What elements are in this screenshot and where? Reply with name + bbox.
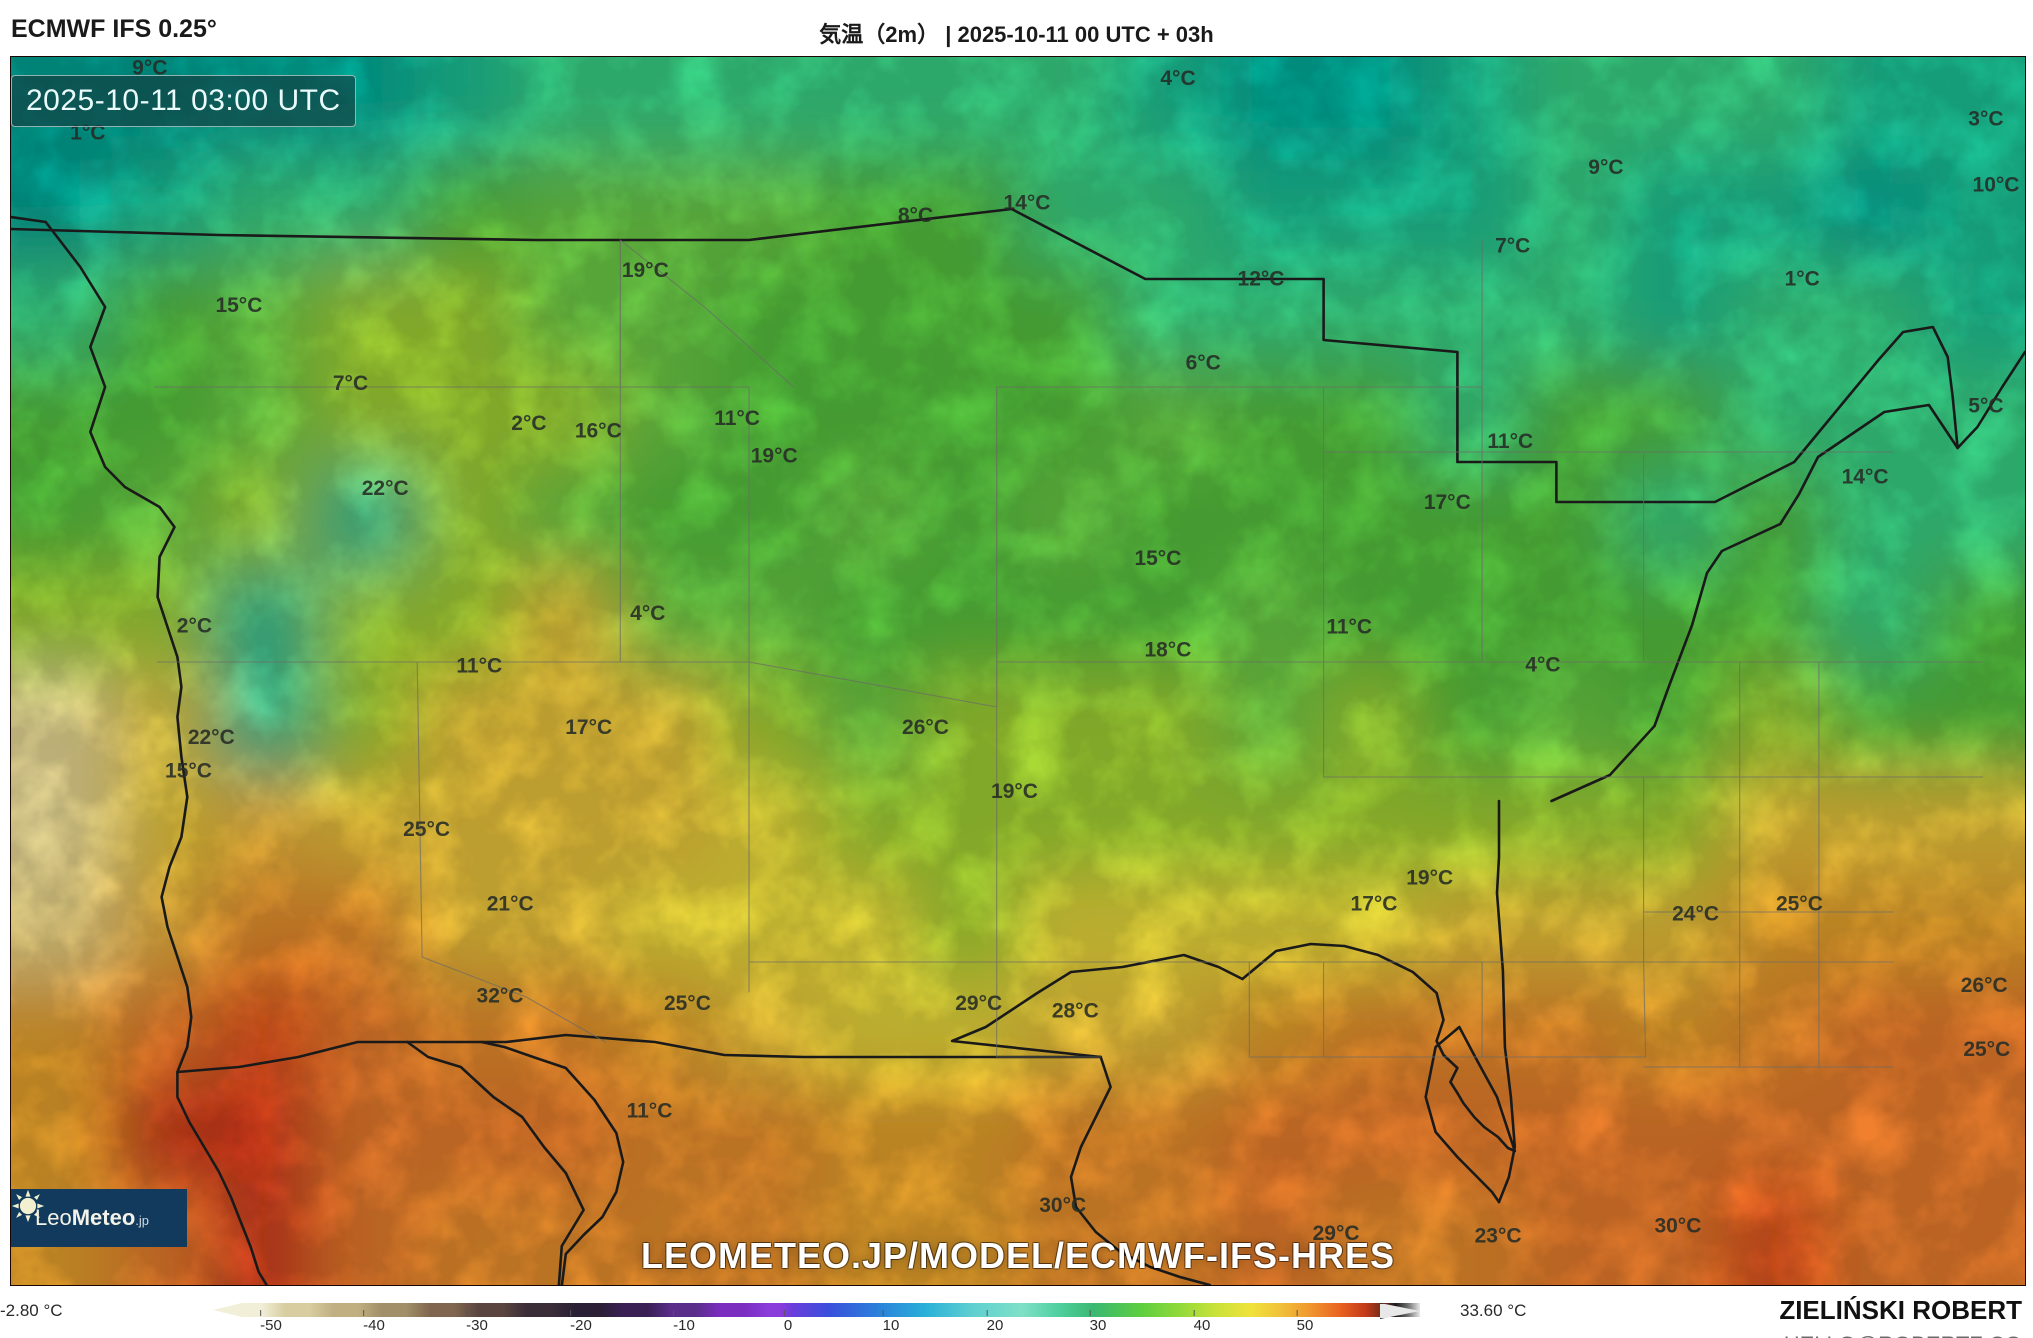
- svg-text:25°C: 25°C: [1776, 892, 1823, 915]
- svg-text:15°C: 15°C: [215, 294, 262, 317]
- svg-text:7°C: 7°C: [1495, 235, 1530, 258]
- svg-text:21°C: 21°C: [487, 892, 534, 915]
- svg-text:4°C: 4°C: [630, 602, 665, 625]
- svg-text:19°C: 19°C: [622, 259, 669, 282]
- svg-text:32°C: 32°C: [477, 984, 524, 1007]
- svg-text:22°C: 22°C: [362, 477, 409, 500]
- svg-text:30°C: 30°C: [1039, 1194, 1086, 1217]
- svg-text:18°C: 18°C: [1144, 638, 1191, 661]
- svg-text:8°C: 8°C: [898, 204, 933, 227]
- svg-text:12°C: 12°C: [1238, 268, 1285, 291]
- svg-text:16°C: 16°C: [575, 419, 622, 442]
- svg-text:11°C: 11°C: [714, 407, 760, 430]
- svg-text:11°C: 11°C: [627, 1099, 673, 1122]
- svg-text:14°C: 14°C: [1842, 466, 1889, 489]
- svg-text:11°C: 11°C: [1487, 430, 1533, 453]
- svg-text:11°C: 11°C: [456, 655, 502, 678]
- svg-text:19°C: 19°C: [1406, 867, 1453, 890]
- svg-text:19°C: 19°C: [991, 780, 1038, 803]
- svg-text:24°C: 24°C: [1672, 903, 1719, 926]
- svg-text:30°C: 30°C: [1654, 1214, 1701, 1237]
- svg-text:22°C: 22°C: [188, 726, 235, 749]
- svg-text:11°C: 11°C: [1326, 616, 1372, 639]
- svg-text:29°C: 29°C: [955, 992, 1002, 1015]
- svg-text:26°C: 26°C: [1961, 974, 2008, 997]
- svg-text:4°C: 4°C: [1160, 67, 1195, 90]
- svg-text:17°C: 17°C: [565, 716, 612, 739]
- svg-text:2°C: 2°C: [511, 412, 546, 435]
- svg-text:4°C: 4°C: [1525, 654, 1560, 677]
- svg-text:6°C: 6°C: [1186, 351, 1221, 374]
- svg-text:9°C: 9°C: [1588, 156, 1623, 179]
- svg-text:7°C: 7°C: [333, 372, 368, 395]
- svg-text:2°C: 2°C: [177, 614, 212, 637]
- svg-text:25°C: 25°C: [1963, 1038, 2010, 1061]
- svg-text:25°C: 25°C: [403, 818, 450, 841]
- svg-text:28°C: 28°C: [1052, 1000, 1099, 1023]
- svg-text:14°C: 14°C: [1004, 191, 1051, 214]
- svg-text:19°C: 19°C: [751, 444, 798, 467]
- svg-text:10°C: 10°C: [1973, 174, 2020, 197]
- svg-text:25°C: 25°C: [664, 992, 711, 1015]
- svg-text:17°C: 17°C: [1351, 892, 1398, 915]
- svg-text:5°C: 5°C: [1968, 395, 2003, 418]
- svg-text:15°C: 15°C: [165, 759, 212, 782]
- svg-text:1°C: 1°C: [1785, 268, 1820, 291]
- svg-text:15°C: 15°C: [1134, 547, 1181, 570]
- svg-text:17°C: 17°C: [1424, 491, 1471, 514]
- svg-text:3°C: 3°C: [1968, 108, 2003, 131]
- svg-text:26°C: 26°C: [902, 716, 949, 739]
